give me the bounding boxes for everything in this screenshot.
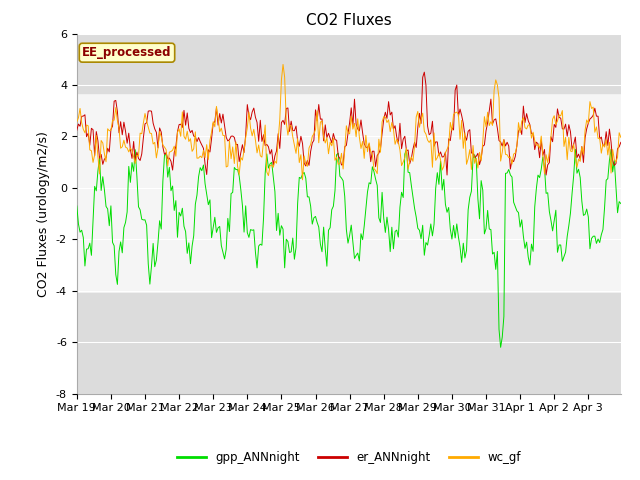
- Title: CO2 Fluxes: CO2 Fluxes: [306, 13, 392, 28]
- Text: EE_processed: EE_processed: [82, 46, 172, 59]
- Bar: [77, 293, 621, 394]
- Bar: [77, 34, 621, 93]
- Legend: gpp_ANNnight, er_ANNnight, wc_gf: gpp_ANNnight, er_ANNnight, wc_gf: [172, 446, 526, 469]
- Y-axis label: CO2 Fluxes (urology/m2/s): CO2 Fluxes (urology/m2/s): [37, 131, 51, 297]
